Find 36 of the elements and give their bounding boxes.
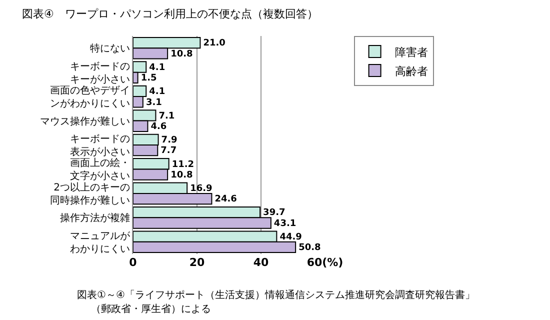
y-tick-label: 操作方法が複雑 [60,212,130,224]
data-label: 43.1 [274,218,296,229]
y-tick-label: マウス操作が難しい [40,115,130,128]
data-label: 21.0 [203,38,226,49]
x-tick-label: 60(%) [306,256,344,269]
y-tick-label: マニュアルがわかりにくい [70,230,131,255]
y-tick-label: 画面上の絵・文字が小さい [70,157,130,182]
data-label: 4.1 [149,62,166,73]
data-label: 10.8 [170,49,193,60]
data-label: 16.9 [190,184,212,194]
data-label: 44.9 [280,232,302,242]
data-label: 50.8 [298,243,321,254]
y-tick-label: キーボードの表示が小さい [70,134,130,158]
data-label: 7.7 [160,146,177,156]
data-label: 10.8 [170,170,193,180]
x-tick-label: 0 [129,256,138,269]
data-label: 1.5 [140,74,157,84]
data-label: 7.1 [158,111,175,122]
y-tick-label: キーボードのキーが小さい [70,61,130,86]
y-tick-label: 2つ以上のキーの同時操作が難しい [50,181,130,206]
text: （郵政省・厚生省）による [91,303,211,315]
data-label: 3.1 [146,98,162,108]
x-tick-label: 20 [189,256,205,269]
legend-label: 障害者 [394,46,428,59]
data-label: 39.7 [263,208,286,218]
y-tick-label: 特にない [90,42,130,55]
data-label: 11.2 [172,160,194,170]
x-tick-label: 40 [253,256,269,269]
data-label: 7.9 [161,136,178,146]
y-tick-label: 画面の色やデザインがわかりにくい [50,84,130,110]
data-label: 24.6 [214,194,237,205]
chart-title: 図表④ ワープロ・パソコン利用上の不便な点（複数回答） [22,7,318,20]
legend-label: 高齢者 [394,64,428,78]
text: 図表①～④「ライフサポート（生活支援）情報通信システム推進研究会調査研究報告書」 [77,289,475,301]
data-label: 4.1 [149,87,166,98]
data-label: 4.6 [150,122,167,132]
